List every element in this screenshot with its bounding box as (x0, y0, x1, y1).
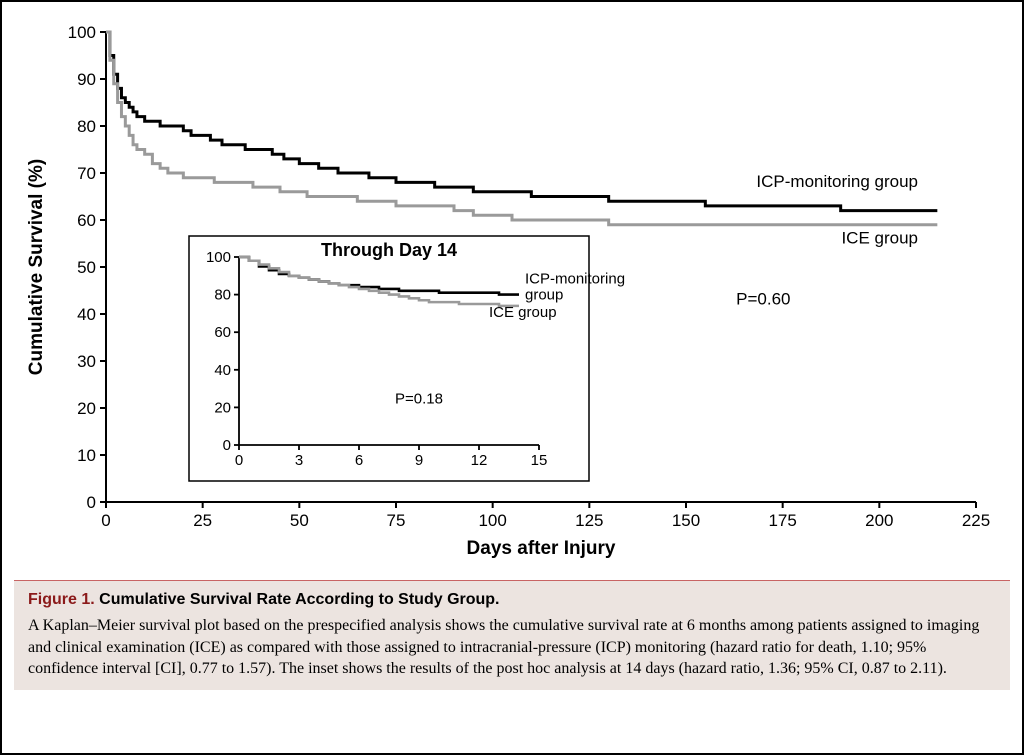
figure-frame: 0102030405060708090100025507510012515017… (0, 0, 1024, 755)
p-value-label: P=0.60 (736, 290, 790, 309)
inset-y-tick-label: 60 (214, 324, 231, 341)
y-axis-label: Cumulative Survival (%) (26, 159, 47, 375)
y-tick-label: 0 (87, 493, 96, 512)
x-tick-label: 50 (290, 511, 309, 530)
inset-title: Through Day 14 (321, 240, 457, 260)
y-tick-label: 50 (77, 258, 96, 277)
x-tick-label: 200 (865, 511, 893, 530)
y-tick-label: 60 (77, 211, 96, 230)
y-tick-label: 30 (77, 352, 96, 371)
figure-label: Figure 1. (28, 591, 95, 608)
inset-p-value: P=0.18 (395, 391, 443, 408)
x-tick-label: 150 (672, 511, 700, 530)
inset-x-tick-label: 15 (531, 452, 548, 469)
figure-caption-title: Figure 1. Cumulative Survival Rate Accor… (28, 591, 996, 609)
x-tick-label: 25 (193, 511, 212, 530)
survival-chart-svg: 0102030405060708090100025507510012515017… (14, 14, 1012, 574)
series-label: ICE group (841, 229, 918, 248)
x-tick-label: 225 (962, 511, 990, 530)
inset-y-tick-label: 20 (214, 399, 231, 416)
x-tick-label: 0 (101, 511, 110, 530)
y-tick-label: 10 (77, 446, 96, 465)
inset-y-tick-label: 0 (223, 437, 231, 454)
chart-area: 0102030405060708090100025507510012515017… (14, 14, 1012, 574)
figure-caption-body: A Kaplan–Meier survival plot based on th… (28, 615, 996, 680)
series-line (106, 32, 937, 225)
x-tick-label: 125 (575, 511, 603, 530)
y-tick-label: 80 (77, 117, 96, 136)
x-tick-label: 75 (387, 511, 406, 530)
inset-x-tick-label: 12 (471, 452, 488, 469)
series-label: ICP-monitoring group (756, 172, 918, 191)
inset-x-tick-label: 0 (235, 452, 243, 469)
figure-title: Cumulative Survival Rate According to St… (99, 591, 499, 608)
x-tick-label: 100 (478, 511, 506, 530)
inset-x-tick-label: 3 (295, 452, 303, 469)
y-tick-label: 70 (77, 164, 96, 183)
y-tick-label: 20 (77, 399, 96, 418)
inset-series-label: ICE group (489, 304, 557, 321)
y-tick-label: 90 (77, 70, 96, 89)
inset-x-tick-label: 9 (415, 452, 423, 469)
y-tick-label: 100 (68, 23, 96, 42)
inset-x-tick-label: 6 (355, 452, 363, 469)
inset-y-tick-label: 40 (214, 362, 231, 379)
inset-y-tick-label: 100 (206, 249, 231, 266)
inset-y-tick-label: 80 (214, 287, 231, 304)
figure-caption-box: Figure 1. Cumulative Survival Rate Accor… (14, 580, 1010, 690)
x-axis-label: Days after Injury (467, 538, 616, 559)
x-tick-label: 175 (768, 511, 796, 530)
y-tick-label: 40 (77, 305, 96, 324)
